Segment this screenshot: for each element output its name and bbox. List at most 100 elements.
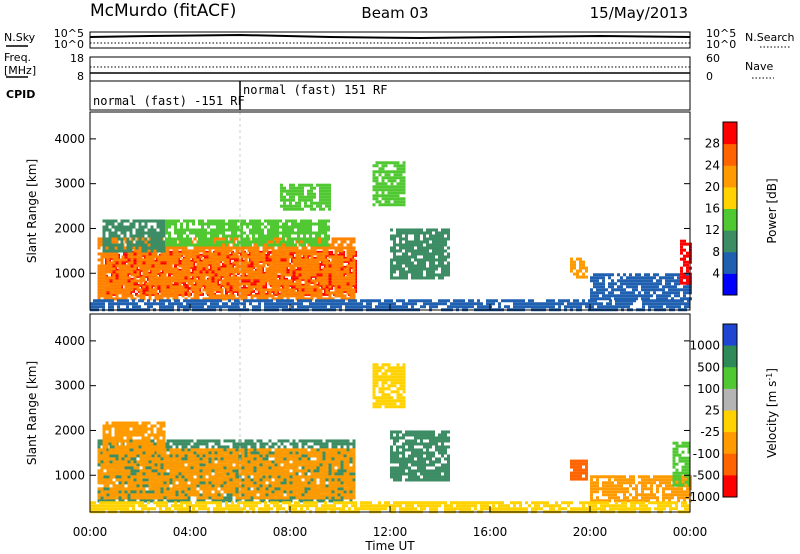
- power-cell: [250, 279, 254, 283]
- power-cell: [114, 302, 117, 306]
- power-cell: [286, 273, 290, 277]
- power-cell: [292, 264, 296, 268]
- power-cell: [166, 276, 170, 280]
- velocity-cell: [160, 466, 164, 470]
- power-cell: [276, 234, 279, 238]
- power-cell: [641, 294, 644, 298]
- power-cell: [375, 197, 379, 201]
- power-cell: [156, 231, 160, 235]
- power-cell: [313, 186, 316, 190]
- power-cell: [375, 185, 379, 189]
- power-cell: [276, 225, 279, 229]
- power-cell: [183, 231, 186, 235]
- noise-tick-bottom-right: 10^0: [706, 38, 736, 51]
- power-cell: [141, 249, 145, 253]
- power-cell: [316, 279, 320, 283]
- power-cell: [255, 299, 258, 303]
- power-cell: [138, 237, 142, 241]
- power-cell: [127, 291, 131, 295]
- power-cell: [408, 255, 411, 259]
- power-cell: [318, 302, 321, 306]
- power-cell: [324, 222, 327, 226]
- power-cell: [590, 276, 593, 280]
- power-cell: [285, 222, 288, 226]
- power-cell: [144, 231, 148, 235]
- velocity-cell: [157, 454, 161, 458]
- power-cell: [647, 294, 650, 298]
- power-cell: [111, 234, 115, 238]
- power-cell: [423, 234, 426, 238]
- power-cell: [384, 188, 388, 192]
- power-cell: [297, 222, 300, 226]
- power-cell: [324, 225, 327, 229]
- power-cell: [471, 305, 474, 309]
- power-cell: [653, 273, 656, 277]
- power-cell: [102, 246, 106, 250]
- power-cell: [313, 264, 317, 268]
- power-cell: [423, 258, 426, 262]
- power-cell: [123, 302, 126, 306]
- power-cell: [489, 302, 492, 306]
- power-cell: [327, 302, 330, 306]
- power-cell: [396, 164, 400, 168]
- power-cell: [650, 282, 653, 286]
- power-cell: [441, 299, 444, 303]
- power-cell: [237, 299, 240, 303]
- power-cell: [150, 219, 154, 223]
- power-cell: [393, 161, 397, 165]
- power-cell: [307, 189, 310, 193]
- power-cell: [123, 231, 127, 235]
- power-cell: [378, 200, 382, 204]
- power-cell: [292, 282, 296, 286]
- power-cell: [274, 279, 278, 283]
- power-cell: [283, 189, 286, 193]
- power-cell: [124, 264, 128, 268]
- power-cell: [647, 288, 650, 292]
- power-cell: [225, 228, 228, 232]
- power-cell: [426, 276, 429, 280]
- power-cell: [352, 258, 356, 262]
- power-cell: [268, 288, 272, 292]
- power-cell: [129, 225, 133, 229]
- power-region-6: [280, 183, 331, 211]
- power-cell: [97, 282, 101, 286]
- power-cell: [205, 273, 209, 277]
- power-cell: [665, 279, 668, 283]
- power-cell: [193, 270, 197, 274]
- power-cell: [635, 282, 638, 286]
- power-cell: [674, 273, 677, 277]
- power-cell: [117, 299, 120, 303]
- power-cell: [232, 276, 236, 280]
- power-cell: [229, 276, 233, 280]
- power-cell: [294, 222, 297, 226]
- power-cell: [151, 270, 155, 274]
- power-cell: [121, 288, 125, 292]
- power-cell: [274, 261, 278, 265]
- power-cell: [237, 243, 240, 247]
- power-cell: [145, 252, 149, 256]
- power-cell: [145, 258, 149, 262]
- power-cell: [181, 252, 185, 256]
- power-cell: [346, 246, 350, 250]
- power-cell: [301, 258, 305, 262]
- power-cell: [384, 305, 387, 309]
- power-cell: [181, 288, 185, 292]
- power-cell: [145, 273, 149, 277]
- power-cell: [169, 261, 173, 265]
- power-cell: [160, 297, 164, 301]
- power-cell: [168, 243, 171, 247]
- power-cell: [244, 291, 248, 295]
- velocity-cell: [169, 445, 173, 449]
- power-cell: [286, 207, 289, 211]
- power-cell: [277, 297, 281, 301]
- power-cell: [142, 267, 146, 271]
- power-cell: [114, 231, 118, 235]
- power-cell: [423, 231, 426, 235]
- power-cell: [420, 231, 423, 235]
- velocity-cell: [106, 487, 110, 491]
- power-cell: [256, 261, 260, 265]
- power-cell: [288, 225, 291, 229]
- power-cell: [617, 273, 620, 277]
- power-cell: [258, 243, 261, 247]
- power-cell: [208, 294, 212, 298]
